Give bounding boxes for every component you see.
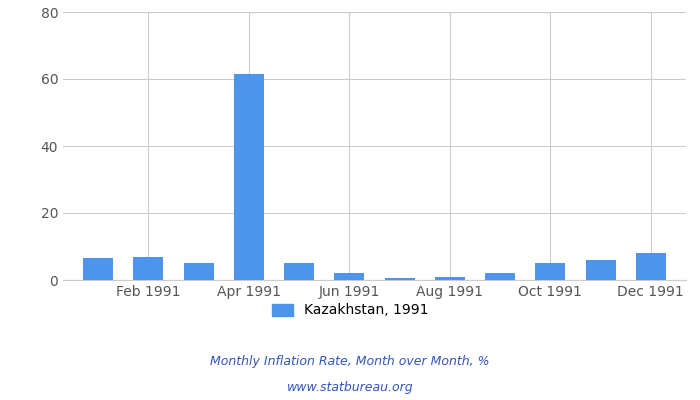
Legend: Kazakhstan, 1991: Kazakhstan, 1991: [266, 298, 434, 323]
Bar: [536, 263, 566, 280]
Bar: [284, 263, 314, 280]
Text: www.statbureau.org: www.statbureau.org: [287, 381, 413, 394]
Bar: [335, 273, 365, 280]
Bar: [234, 74, 264, 280]
Text: Monthly Inflation Rate, Month over Month, %: Monthly Inflation Rate, Month over Month…: [210, 356, 490, 368]
Bar: [585, 260, 616, 280]
Bar: [83, 258, 113, 280]
Bar: [435, 277, 465, 280]
Bar: [485, 273, 515, 280]
Bar: [384, 278, 414, 280]
Bar: [133, 256, 164, 280]
Bar: [183, 263, 214, 280]
Bar: [636, 253, 666, 280]
